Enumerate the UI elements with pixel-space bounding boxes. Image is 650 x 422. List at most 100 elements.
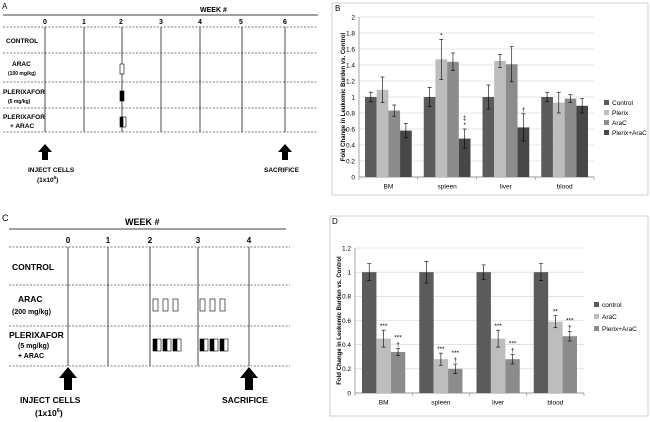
chart-b-ytick-label: 0.2: [346, 158, 355, 165]
chart-d-significance-mark: ***: [394, 334, 402, 341]
panel-a-plerixafor-dose-marker: [119, 90, 125, 102]
chart-b-legend-label: Control: [612, 100, 634, 107]
panel-c-row-plerixafor-combo: + ARAC: [18, 353, 44, 360]
chart-b-legend-swatch: [604, 110, 609, 115]
chart-b-legend-label: AraC: [612, 120, 627, 127]
chart-d-legend-swatch: [594, 314, 599, 319]
chart-b-bar-control: [482, 97, 495, 177]
chart-d-ytick-label: 1: [347, 269, 351, 276]
panel-a-week-1: 1: [82, 19, 86, 26]
chart-b-bar-plerix-arac: [400, 130, 412, 177]
chart-d-category-label: BM: [379, 400, 389, 407]
chart-b-ytick-label: 0: [351, 174, 355, 181]
chart-b-category-label: liver: [500, 184, 513, 191]
chart-d-bar-control: [533, 272, 549, 393]
chart-b-bar-plerix-arac: [517, 127, 530, 177]
chart-d-bar-arac: [490, 338, 506, 393]
panel-c-week-4: 4: [247, 236, 252, 245]
chart-b-ytick-label: 1.4: [346, 62, 355, 69]
chart-d-legend-swatch: [594, 326, 599, 331]
chart-b-bar-plerix: [494, 61, 506, 177]
chart-b-ytick-label: 1.6: [346, 46, 355, 53]
chart-d-significance-mark: †: [511, 347, 515, 354]
panel-a-week-0: 0: [43, 19, 47, 26]
chart-b-letter: B: [335, 4, 340, 13]
panel-c-week-3: 3: [196, 236, 201, 245]
chart-d-ytick-label: 0.2: [342, 366, 351, 373]
panel-c-row-plerixafor: PLERIXAFOR: [9, 330, 64, 340]
chart-b-ytick-label: 2: [351, 14, 355, 21]
chart-d-significance-mark: **: [553, 309, 559, 316]
chart-d-category-label: spleen: [431, 400, 451, 407]
chart-d-y-axis-label: Fold Change in Leukemic Burden vs. Contr…: [337, 256, 343, 385]
chart-d-bar-control: [362, 272, 377, 393]
panel-a-row-separators: [3, 26, 318, 133]
chart-b-bar-control: [423, 97, 436, 177]
panel-a-arac-dose-marker: [119, 63, 125, 75]
panel-a-week-6: 6: [283, 19, 287, 26]
chart-d-bar-arac: [548, 321, 563, 393]
panel-a-combo-dose-marker-arac: [122, 116, 127, 128]
chart-b-significance-mark: ‡: [463, 115, 467, 122]
chart-d-significance-mark: ***: [437, 346, 445, 353]
chart-d-category-label: liver: [492, 400, 505, 407]
chart-d-bar-plerix-arac: [505, 359, 520, 393]
chart-b-significance-mark: *: [463, 122, 466, 129]
panel-c-sacrifice-arrow: [240, 367, 258, 390]
chart-d-significance-mark: ***: [509, 340, 517, 347]
panel-c-row-separators: [9, 246, 290, 367]
chart-b-frame: [331, 2, 649, 196]
chart-d-ytick-label: 1.2: [342, 245, 351, 252]
panel-a-week-4: 4: [198, 19, 202, 26]
chart-d-significance-mark: ***: [380, 323, 388, 330]
chart-d-ytick-label: 0.6: [342, 318, 351, 325]
chart-b-bar-arac: [388, 110, 401, 177]
chart-b-ytick-label: 0.8: [346, 110, 355, 117]
panel-a-row-combo-sub: + ARAC: [10, 123, 34, 130]
panel-a-row-plerixafor: PLERIXAFOR: [3, 89, 45, 96]
chart-d-significance-mark: ***: [451, 350, 459, 357]
chart-b-bar-control: [541, 97, 553, 177]
panel-a-inject-label: INJECT CELLS: [28, 167, 75, 174]
chart-d-bar-plerix-arac: [448, 368, 463, 393]
chart-d-significance-mark: †: [568, 324, 572, 331]
chart-b-category-label: BM: [384, 184, 394, 191]
panel-c-inject-count: (1x106): [35, 408, 63, 418]
chart-d-ytick-label: 0: [347, 390, 351, 397]
panel-c-row-control: CONTROL: [12, 262, 54, 272]
chart-d-bar-arac: [376, 338, 391, 393]
panel-c-week-lines: [67, 247, 250, 366]
panel-c-letter: C: [2, 213, 9, 223]
chart-b-bar-arac: [447, 61, 459, 177]
chart-d-ytick-label: 0.4: [342, 342, 351, 349]
chart-b-significance-mark: †: [522, 107, 526, 114]
panel-c-inject-arrow: [59, 367, 77, 390]
panel-c-row-arac: ARAC: [18, 294, 43, 304]
chart-d-legend-label: AraC: [602, 314, 617, 321]
chart-d-category-label: blood: [547, 400, 563, 407]
panel-a-week-3: 3: [159, 19, 163, 26]
panel-a-sacrifice-label: SACRIFICE: [264, 167, 300, 174]
chart-d-significance-mark: ***: [566, 317, 574, 324]
panel-a-row-control: CONTROL: [6, 38, 38, 45]
panel-a-week-title: WEEK #: [200, 7, 227, 14]
chart-b-significance-mark: *: [440, 32, 443, 39]
chart-b-bar-plerix: [552, 102, 565, 177]
chart-b-legend-label: Plerix+AraC: [612, 130, 647, 137]
chart-d-bar-plerix-arac: [390, 351, 406, 393]
panel-a-inject-count: (1x106): [37, 175, 58, 184]
panel-a-week-2: 2: [119, 19, 123, 26]
chart-d-legend-swatch: [594, 302, 599, 307]
panel-a-row-plerixafor-dose: (5 mg/kg): [8, 99, 31, 105]
panel-c-arac-dose-markers: [152, 298, 226, 312]
chart-d-significance-mark: ***: [494, 323, 502, 330]
chart-b-y-axis-label: Fold Change in Leukemic Burden vs. Contr…: [341, 33, 347, 162]
chart-d-significance-mark: †: [453, 357, 457, 364]
panel-c-sacrifice-label: SACRIFICE: [222, 395, 268, 405]
panel-a-week-5: 5: [239, 19, 243, 26]
panel-c-row-plerixafor-dose: (5 mg/kg): [18, 343, 49, 350]
